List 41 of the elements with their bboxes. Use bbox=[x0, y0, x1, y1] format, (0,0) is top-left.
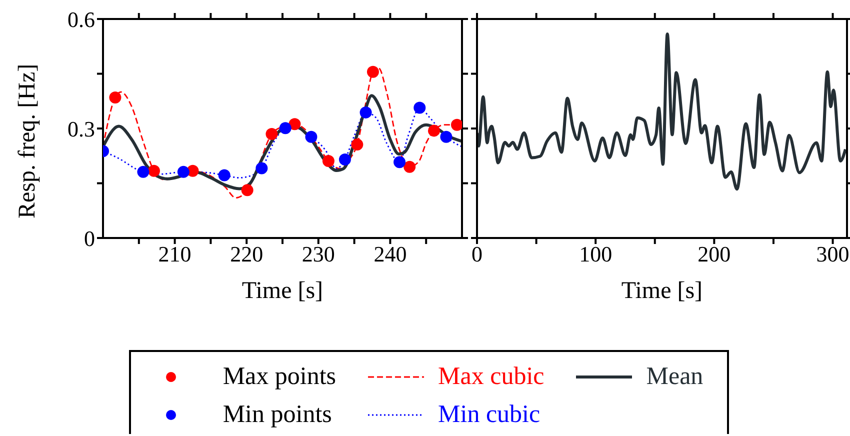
point bbox=[414, 102, 426, 114]
x-tick-label: 200 bbox=[698, 242, 731, 267]
x-tick-label: 240 bbox=[374, 242, 407, 267]
y-axis-title: Resp. freq. [Hz] bbox=[14, 64, 41, 218]
point bbox=[241, 184, 254, 196]
point bbox=[137, 166, 150, 178]
point bbox=[322, 154, 334, 167]
point bbox=[279, 122, 292, 134]
point bbox=[305, 130, 318, 143]
x-tick-label: 100 bbox=[579, 242, 612, 267]
x-tick-label: 0 bbox=[472, 242, 482, 267]
point bbox=[351, 138, 364, 151]
point bbox=[394, 156, 406, 168]
point bbox=[404, 160, 416, 173]
x-axis-title: Time [s] bbox=[242, 278, 324, 304]
point bbox=[266, 128, 278, 140]
y-tick-label: 0.6 bbox=[68, 6, 95, 32]
x-tick-label: 300 bbox=[816, 242, 850, 267]
y-tick-label: 0.3 bbox=[68, 116, 95, 142]
legend-label: Max cubic bbox=[438, 363, 544, 391]
x-axis-title: Time [s] bbox=[621, 278, 703, 304]
point bbox=[256, 162, 268, 174]
x-tick-label: 230 bbox=[302, 242, 335, 267]
legend-label: Max points bbox=[222, 363, 336, 391]
point bbox=[450, 118, 462, 131]
point bbox=[338, 154, 351, 166]
point bbox=[440, 130, 452, 143]
y-tick-label: 0 bbox=[84, 226, 95, 251]
point bbox=[360, 106, 372, 118]
point bbox=[218, 169, 230, 182]
point bbox=[177, 166, 190, 178]
x-tick-label: 210 bbox=[158, 242, 192, 267]
point bbox=[366, 66, 379, 78]
legend-label: Min points bbox=[222, 401, 332, 429]
point bbox=[109, 91, 122, 104]
legend-label: Min cubic bbox=[438, 401, 540, 429]
point bbox=[148, 164, 160, 177]
x-tick-label: 220 bbox=[230, 242, 264, 267]
legend-label: Mean bbox=[646, 363, 704, 391]
point bbox=[428, 124, 440, 137]
point bbox=[288, 118, 301, 130]
